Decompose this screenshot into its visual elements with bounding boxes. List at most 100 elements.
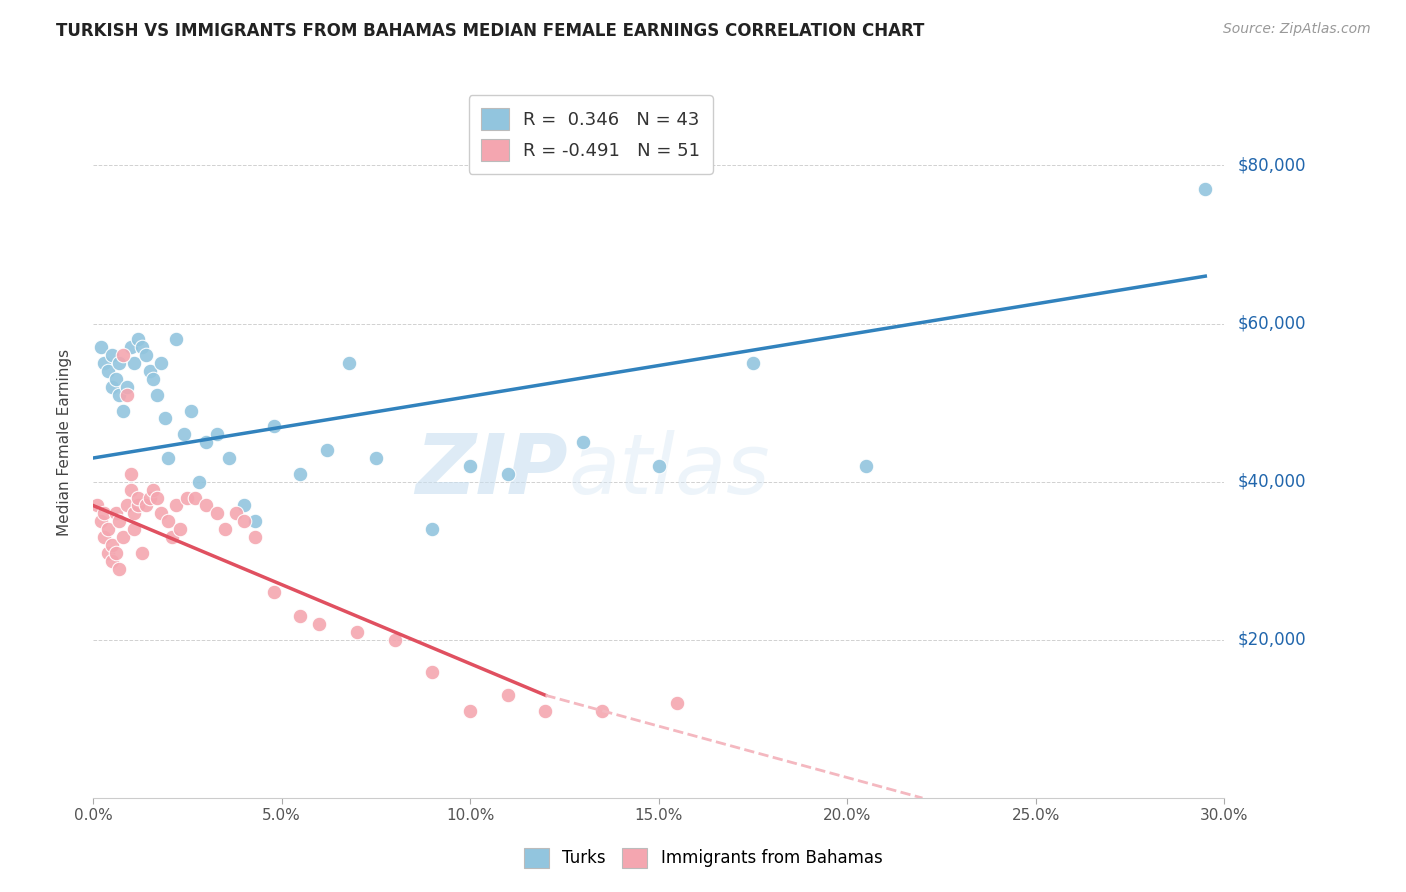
Point (157, 450, 180, 465)
Point (232, 514, 254, 528)
Point (364, 450, 387, 465)
Point (90, 514, 112, 528)
Point (90, 340, 112, 354)
Point (115, 380, 138, 394)
Point (187, 475, 209, 489)
Point (666, 696, 689, 710)
Point (290, 467, 312, 481)
Point (108, 514, 131, 528)
Legend: Turks, Immigrants from Bahamas: Turks, Immigrants from Bahamas (517, 841, 889, 875)
Point (142, 372, 165, 386)
Point (101, 554, 124, 568)
Point (124, 356, 146, 370)
Point (263, 585, 285, 599)
Point (195, 435, 218, 450)
Point (157, 514, 180, 528)
Point (195, 499, 218, 513)
Point (124, 522, 146, 536)
Point (124, 507, 146, 521)
Point (112, 403, 135, 417)
Point (135, 348, 157, 362)
Point (127, 333, 149, 347)
Point (131, 546, 153, 560)
Point (127, 499, 149, 513)
Point (207, 507, 229, 521)
Point (104, 372, 127, 386)
Text: $40,000: $40,000 (1239, 473, 1306, 491)
Point (165, 333, 187, 347)
Point (422, 665, 444, 679)
Point (138, 491, 160, 505)
Point (142, 483, 165, 497)
Point (384, 632, 406, 647)
Point (97, 522, 120, 536)
Point (120, 340, 142, 354)
Point (339, 356, 361, 370)
Point (101, 380, 124, 394)
Point (218, 450, 240, 465)
Point (855, 458, 877, 473)
Text: TURKISH VS IMMIGRANTS FROM BAHAMAS MEDIAN FEMALE EARNINGS CORRELATION CHART: TURKISH VS IMMIGRANTS FROM BAHAMAS MEDIA… (56, 22, 925, 40)
Point (243, 514, 266, 528)
Point (101, 348, 124, 362)
Point (149, 507, 172, 521)
Point (138, 364, 160, 378)
Point (112, 348, 135, 362)
Point (115, 499, 138, 513)
Text: atlas: atlas (568, 430, 769, 511)
Point (263, 419, 285, 434)
Point (1194, 182, 1216, 196)
Point (112, 530, 135, 544)
Point (160, 530, 183, 544)
Point (184, 491, 207, 505)
Point (104, 546, 127, 560)
Point (572, 435, 595, 450)
Point (108, 562, 131, 576)
Point (97, 364, 120, 378)
Point (534, 704, 557, 718)
Point (315, 443, 337, 458)
Point (120, 467, 142, 481)
Point (108, 388, 131, 402)
Point (131, 340, 153, 354)
Text: $20,000: $20,000 (1239, 631, 1306, 648)
Point (93, 530, 115, 544)
Point (346, 625, 368, 640)
Point (741, 356, 763, 370)
Point (115, 388, 138, 402)
Point (127, 491, 149, 505)
Point (422, 522, 444, 536)
Text: Source: ZipAtlas.com: Source: ZipAtlas.com (1223, 22, 1371, 37)
Point (93, 507, 115, 521)
Point (146, 491, 169, 505)
Point (173, 427, 195, 442)
Point (120, 483, 142, 497)
Point (647, 458, 669, 473)
Point (86, 499, 108, 513)
Text: $80,000: $80,000 (1239, 156, 1306, 175)
Point (591, 704, 613, 718)
Point (101, 538, 124, 552)
Point (308, 617, 330, 632)
Point (153, 411, 176, 425)
Point (214, 522, 236, 536)
Y-axis label: Median Female Earnings: Median Female Earnings (58, 349, 72, 536)
Point (93, 356, 115, 370)
Point (165, 499, 187, 513)
Point (108, 356, 131, 370)
Point (496, 467, 519, 481)
Point (169, 522, 191, 536)
Point (496, 688, 519, 702)
Point (458, 458, 481, 473)
Point (225, 507, 247, 521)
Point (149, 356, 172, 370)
Point (146, 388, 169, 402)
Legend: R =  0.346   N = 43, R = -0.491   N = 51: R = 0.346 N = 43, R = -0.491 N = 51 (468, 95, 713, 174)
Point (207, 427, 229, 442)
Point (97, 546, 120, 560)
Text: ZIP: ZIP (415, 430, 568, 511)
Point (290, 609, 312, 624)
Point (243, 530, 266, 544)
Point (232, 499, 254, 513)
Point (176, 491, 198, 505)
